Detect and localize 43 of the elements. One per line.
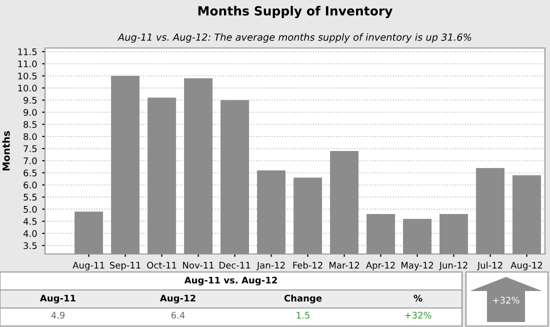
x-tick-label: Oct-11 xyxy=(147,262,176,269)
y-tick-label: 9.5 xyxy=(24,96,37,104)
text: % xyxy=(414,294,422,302)
chart-subtitle: Aug-11 vs. Aug-12: The average months supply of inventory is up 31.6% xyxy=(117,33,472,43)
y-tick-label: 6.5 xyxy=(24,170,37,176)
x-tick-label: Sep-11 xyxy=(110,262,140,270)
text: +32% xyxy=(493,296,520,304)
text: 4.9 xyxy=(51,312,65,319)
y-tick-label: 11.5 xyxy=(18,48,37,56)
x-tick-label: Aug-12 xyxy=(510,262,542,270)
y-tick-label: 5.5 xyxy=(24,194,37,201)
text: +32% xyxy=(405,312,432,319)
y-tick-label: 7.0 xyxy=(24,157,37,164)
y-tick-label: 8.5 xyxy=(24,121,37,128)
y-tick-label: 5.0 xyxy=(24,206,37,213)
text: Aug-11 vs. Aug-12 xyxy=(184,276,277,286)
y-tick-label: 10.0 xyxy=(18,84,37,92)
x-tick-label: Dec-11 xyxy=(220,262,250,269)
x-tick-label: Jul-12 xyxy=(476,262,502,270)
y-tick-label: 10.5 xyxy=(18,72,37,80)
y-axis-title: Months xyxy=(2,131,10,170)
y-tick-label: 11.0 xyxy=(18,60,37,68)
text: Change xyxy=(284,294,322,304)
x-tick-label: Jun-12 xyxy=(438,262,468,270)
text: 6.4 xyxy=(171,312,185,319)
x-tick-label: Feb-12 xyxy=(293,262,322,269)
y-tick-label: 6.0 xyxy=(24,182,37,188)
y-tick-label: 3.5 xyxy=(24,242,37,250)
text: 1.5 xyxy=(296,312,310,319)
chart-title: Months Supply of Inventory xyxy=(198,6,393,18)
x-tick-label: Jan-12 xyxy=(256,262,285,270)
y-tick-label: 8.0 xyxy=(24,133,37,140)
text: Aug-12 xyxy=(160,294,196,304)
text: Aug-11 xyxy=(40,294,76,304)
x-tick-label: Nov-11 xyxy=(183,262,214,269)
x-tick-label: Mar-12 xyxy=(330,262,359,269)
y-tick-label: 9.0 xyxy=(24,108,37,116)
x-tick-label: Aug-11 xyxy=(72,262,104,270)
y-tick-label: 4.5 xyxy=(23,218,37,225)
y-tick-label: 4.0 xyxy=(23,230,37,237)
y-tick-label: 7.5 xyxy=(24,145,37,152)
x-tick-label: May-12 xyxy=(402,262,433,270)
x-tick-label: Apr-12 xyxy=(366,262,395,270)
